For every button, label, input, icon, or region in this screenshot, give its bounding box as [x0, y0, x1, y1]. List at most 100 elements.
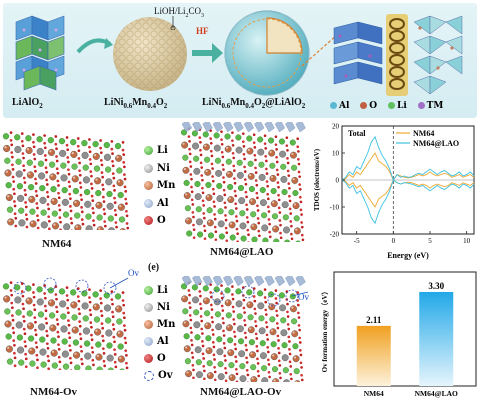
- o-atom: [201, 340, 204, 343]
- ni-atom: [259, 352, 267, 360]
- o-atom: [263, 134, 267, 138]
- atom-highlight: [51, 350, 55, 353]
- ni-atom: [39, 196, 47, 204]
- atom-highlight: [183, 321, 186, 324]
- o-atom: [14, 224, 18, 228]
- li-atom: [15, 309, 22, 316]
- o-atom: [297, 150, 300, 153]
- o-atom: [244, 344, 248, 347]
- o-atom: [88, 300, 92, 304]
- li-atom: [114, 293, 122, 300]
- o-atom: [243, 319, 246, 322]
- o-atom: [111, 152, 114, 156]
- li-atom: [289, 293, 296, 300]
- o-atom: [287, 182, 291, 185]
- o-atom: [223, 354, 227, 358]
- ni-atom: [281, 201, 289, 209]
- ni-atom: [81, 151, 89, 159]
- al-tetrahedron: [295, 122, 306, 133]
- mn-atom: [268, 149, 276, 157]
- o-ball-icon: [144, 354, 153, 363]
- ni-atom: [195, 218, 203, 226]
- o-atom: [279, 236, 283, 240]
- ni-atom: [15, 321, 23, 329]
- o-atom: [123, 324, 126, 327]
- o-atom: [91, 350, 95, 354]
- o-atom: [200, 174, 204, 177]
- bar-value-label: 3.30: [428, 281, 444, 291]
- o-atom: [254, 312, 257, 315]
- o-atom: [267, 218, 271, 221]
- o-atom: [274, 143, 278, 146]
- atom-highlight: [250, 352, 253, 355]
- li-atom: [49, 161, 56, 168]
- y-tick-label: -20: [330, 231, 340, 239]
- o-atom: [90, 187, 94, 190]
- o-atom: [209, 137, 212, 140]
- o-atom: [220, 304, 224, 308]
- ni-atom: [283, 226, 290, 234]
- li-atom: [282, 214, 289, 221]
- o-atom: [211, 167, 214, 170]
- o-atom: [89, 313, 93, 317]
- o-dot-icon: [360, 102, 368, 109]
- o-atom: [233, 189, 237, 193]
- li-atom: [85, 213, 92, 220]
- o-atom: [265, 321, 268, 324]
- li-atom: [269, 162, 276, 169]
- o-atom: [214, 230, 218, 234]
- atom-highlight: [251, 377, 254, 380]
- tdos-series-nm64-lao-down: [341, 179, 475, 225]
- oxygen-vacancy: [103, 281, 117, 295]
- o-atom: [191, 356, 195, 359]
- atom-highlight: [74, 200, 77, 204]
- o-atom: [203, 229, 207, 233]
- li-atom: [29, 360, 36, 367]
- o-atom: [55, 155, 58, 158]
- o-atom: [224, 214, 227, 217]
- o-atom: [192, 228, 196, 231]
- li-atom: [72, 339, 79, 346]
- mn-atom: [50, 197, 58, 205]
- o-atom: [254, 332, 258, 336]
- o-atom: [232, 164, 236, 168]
- o-atom: [100, 322, 104, 325]
- li-atom: [250, 364, 257, 371]
- o-atom: [256, 369, 260, 373]
- bar-category-label: NM64@LAO: [415, 389, 458, 398]
- o-atom: [43, 292, 46, 295]
- o-atom: [222, 342, 226, 345]
- o-atom: [199, 294, 202, 298]
- mn-atom: [250, 376, 258, 382]
- li-atom: [96, 214, 103, 221]
- o-atom: [35, 202, 39, 205]
- li-atom: [292, 190, 299, 197]
- o-atom: [55, 297, 58, 301]
- o-atom: [267, 197, 270, 201]
- ni-atom: [193, 167, 201, 175]
- li-atom: [284, 239, 291, 242]
- o-atom: [276, 334, 280, 338]
- o-atom: [296, 291, 300, 294]
- li-atom: [248, 185, 255, 193]
- o-atom: [279, 223, 282, 227]
- al-tetrahedron: [181, 276, 193, 287]
- o-atom: [275, 301, 278, 305]
- al-tetrahedron: [202, 276, 213, 287]
- o-atom: [274, 135, 278, 139]
- li-atom: [36, 136, 43, 143]
- o-atom: [100, 163, 104, 167]
- mn-atom: [247, 326, 255, 334]
- o-atom: [220, 138, 223, 141]
- o-atom: [24, 365, 28, 369]
- o-atom: [252, 287, 256, 290]
- o-atom: [125, 353, 128, 357]
- li-atom: [93, 165, 101, 172]
- li-atom: [116, 167, 123, 174]
- li-atom: [204, 310, 211, 317]
- li-atom: [92, 141, 99, 148]
- o-atom: [222, 168, 225, 171]
- o-atom: [243, 331, 247, 335]
- al-tetrahedron: [264, 276, 275, 287]
- o-atom: [111, 172, 115, 175]
